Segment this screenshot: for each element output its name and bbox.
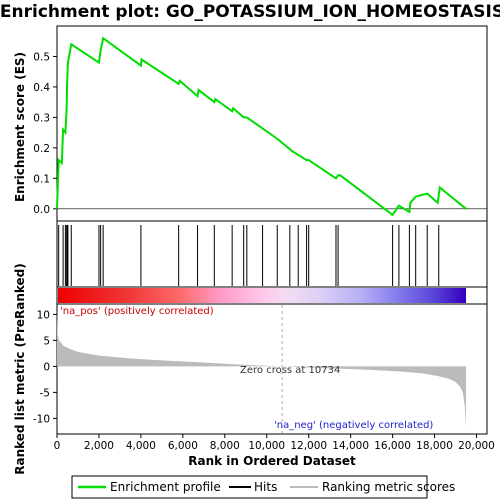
legend-label-hits: Hits: [254, 480, 277, 494]
metric-area: [57, 309, 467, 429]
metric-x-tick-label: 0: [54, 440, 61, 452]
hits-panel: [56, 220, 488, 288]
metric-x-tick-label: 6,000: [168, 440, 198, 452]
metric-y-tick-label: 5: [43, 335, 50, 347]
chart-title: Enrichment plot: GO_POTASSIUM_ION_HOMEOS…: [0, 2, 500, 22]
metric-x-tick-label: 12,000: [290, 440, 327, 452]
metric-x-tick-label: 18,000: [416, 440, 453, 452]
legend-label-enrichment-profile: Enrichment profile: [110, 480, 221, 494]
enrichment-y-axis: 0.0 0.1 0.2 0.3 0.4 0.5: [33, 51, 57, 216]
legend: Enrichment profile Hits Ranking metric s…: [71, 475, 455, 499]
metric-x-tick-label: 4,000: [126, 440, 156, 452]
metric-x-tick-label: 16,000: [374, 440, 411, 452]
metric-y-tick-label: 0: [43, 361, 50, 373]
metric-y-tick-label: -10: [33, 413, 50, 425]
positive-correlation-label: 'na_pos' (positively correlated): [60, 306, 214, 317]
metric-y-tick-label: -5: [40, 387, 50, 399]
negative-correlation-label: 'na_neg' (negatively correlated): [274, 420, 433, 431]
zero-cross-label: Zero cross at 10734: [240, 365, 340, 376]
metric-x-tick-label: 10,000: [248, 440, 285, 452]
metric-y-axis: 10 5 0 -5 -10: [33, 309, 57, 425]
legend-label-ranking-metric: Ranking metric scores: [322, 480, 455, 494]
enrichment-y-tick-label: 0.3: [33, 112, 50, 124]
rank-colorbar: [56, 286, 488, 305]
metric-x-tick-label: 14,000: [332, 440, 369, 452]
enrichment-plot-frame: [56, 25, 488, 222]
enrichment-y-tick-label: 0.1: [33, 173, 50, 185]
enrichment-panel: 0.0 0.1 0.2 0.3 0.4 0.5 Enrichment score (ES): [13, 25, 488, 222]
hit-markers: [58, 225, 440, 286]
enrichment-y-tick-label: 0.2: [33, 143, 50, 155]
metric-y-axis-title: Ranked list metric (PreRanked): [13, 263, 27, 475]
metric-x-axis-title: Rank in Ordered Dataset: [188, 454, 356, 468]
enrichment-y-tick-label: 0.5: [33, 51, 50, 63]
colorbar-gradient: [58, 288, 467, 303]
metric-x-tick-label: 8,000: [210, 440, 240, 452]
enrichment-y-axis-title: Enrichment score (ES): [13, 52, 27, 202]
enrichment-profile-line: [56, 36, 467, 217]
metric-y-tick-label: 10: [37, 309, 50, 321]
metric-x-tick-label: 20,000: [458, 440, 495, 452]
metric-panel: 10 5 0 -5 -10 0 2,000 4,000 6,000 8,000 10,000 12,…: [13, 263, 495, 475]
metric-x-tick-label: 2,000: [84, 440, 114, 452]
hits-frame: [56, 220, 488, 288]
enrichment-y-tick-label: 0.4: [33, 82, 50, 94]
metric-x-axis: 0 2,000 4,000 6,000 8,000 10,000 12,000 14,000 1…: [54, 434, 495, 452]
enrichment-y-tick-label: 0.0: [33, 204, 50, 216]
